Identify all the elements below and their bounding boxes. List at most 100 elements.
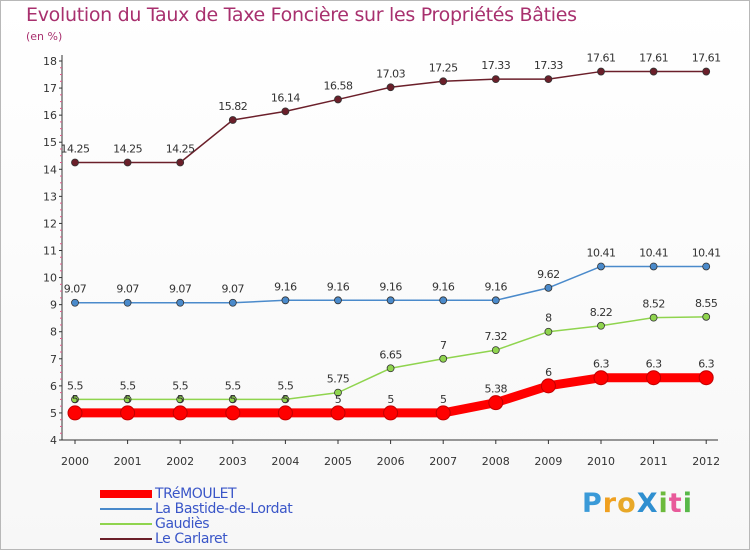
- legend-swatch: [100, 508, 152, 510]
- data-label: 6: [545, 366, 552, 379]
- unit-label: (en %): [26, 30, 63, 43]
- data-label: 8: [545, 312, 552, 325]
- data-point: [597, 67, 605, 76]
- data-label: 14.25: [61, 143, 90, 156]
- data-point: [334, 296, 342, 305]
- data-label: 5: [72, 393, 79, 406]
- data-label: 6.3: [698, 358, 714, 371]
- data-point: [540, 378, 556, 394]
- data-point: [702, 67, 711, 76]
- y-tick-label: 8: [50, 326, 57, 339]
- logo-letter: o: [617, 488, 637, 519]
- y-tick-label: 15: [43, 136, 57, 149]
- legend-label: Gaudiès: [155, 516, 210, 532]
- data-point: [597, 262, 605, 271]
- y-tick-label: 10: [43, 272, 57, 285]
- data-point: [383, 405, 399, 421]
- data-label: 16.58: [324, 79, 353, 92]
- y-tick-label: 18: [43, 55, 57, 68]
- data-label: 9.16: [432, 280, 455, 293]
- chart-title: Evolution du Taux de Taxe Foncière sur l…: [26, 4, 577, 26]
- data-label: 5: [387, 393, 394, 406]
- data-point: [649, 313, 658, 322]
- data-label: 17.33: [481, 59, 510, 72]
- logo-letter: i: [682, 488, 693, 519]
- data-label: 9.07: [169, 283, 192, 296]
- data-point: [67, 405, 83, 421]
- data-point: [281, 296, 290, 305]
- data-point: [176, 298, 185, 307]
- data-point: [123, 395, 132, 404]
- data-label: 14.25: [113, 143, 142, 156]
- data-label: 9.62: [537, 268, 560, 281]
- data-point: [488, 395, 504, 411]
- data-label: 5: [335, 393, 342, 406]
- x-tick-label: 2006: [377, 455, 405, 468]
- y-tick-label: 9: [50, 299, 57, 312]
- legend-swatch: [100, 490, 152, 498]
- data-point: [491, 296, 500, 305]
- data-label: 17.61: [692, 52, 721, 65]
- x-tick-label: 2005: [324, 455, 352, 468]
- data-label: 9.16: [379, 280, 402, 293]
- x-tick-label: 2000: [61, 455, 89, 468]
- data-point: [439, 354, 448, 363]
- data-point: [176, 158, 185, 167]
- x-tick-label: 2010: [587, 455, 615, 468]
- data-label: 5.5: [120, 379, 136, 392]
- data-point: [649, 67, 658, 76]
- y-tick-label: 17: [43, 82, 57, 95]
- data-point: [228, 116, 237, 124]
- y-tick-label: 6: [50, 380, 57, 393]
- logo-letter: t: [668, 488, 683, 519]
- data-point: [386, 83, 395, 92]
- data-label: 17.33: [534, 59, 563, 72]
- data-point: [334, 388, 342, 397]
- data-label: 6.3: [646, 358, 662, 371]
- data-label: 8.52: [642, 298, 665, 311]
- x-tick-label: 2004: [271, 455, 299, 468]
- data-point: [698, 370, 714, 386]
- legend-swatch: [100, 538, 152, 540]
- data-label: 9.07: [64, 283, 87, 296]
- data-point: [281, 395, 290, 404]
- data-point: [491, 75, 500, 84]
- data-point: [702, 262, 711, 271]
- data-label: 5.75: [327, 373, 350, 386]
- data-point: [281, 107, 290, 116]
- data-point: [544, 75, 553, 84]
- logo-letter: P: [582, 488, 603, 519]
- x-tick-label: 2009: [534, 455, 562, 468]
- proxiti-logo: ProXiti: [582, 488, 693, 519]
- data-label: 9.07: [116, 283, 139, 296]
- data-point: [435, 405, 451, 421]
- x-tick-label: 2008: [482, 455, 510, 468]
- data-label: 5: [440, 393, 447, 406]
- data-label: 5: [282, 393, 289, 406]
- logo-letter: X: [636, 488, 659, 519]
- data-point: [386, 296, 395, 305]
- data-point: [593, 370, 609, 386]
- data-label: 5.38: [485, 383, 508, 396]
- data-label: 14.25: [166, 143, 195, 156]
- data-label: 5: [230, 393, 237, 406]
- data-point: [176, 395, 185, 404]
- data-label: 17.03: [376, 67, 405, 80]
- data-point: [71, 298, 79, 307]
- x-tick-label: 2012: [692, 455, 720, 468]
- data-label: 5.5: [172, 379, 188, 392]
- y-tick-label: 4: [50, 434, 57, 447]
- y-tick-label: 12: [43, 217, 57, 230]
- data-point: [172, 405, 188, 421]
- data-label: 10.41: [587, 246, 616, 259]
- data-label: 9.16: [274, 280, 297, 293]
- data-label: 8.22: [590, 306, 613, 319]
- data-label: 15.82: [218, 100, 247, 113]
- data-point: [597, 321, 605, 330]
- data-point: [120, 405, 136, 421]
- data-label: 7.32: [485, 330, 508, 343]
- data-point: [330, 405, 346, 421]
- data-point: [646, 370, 662, 386]
